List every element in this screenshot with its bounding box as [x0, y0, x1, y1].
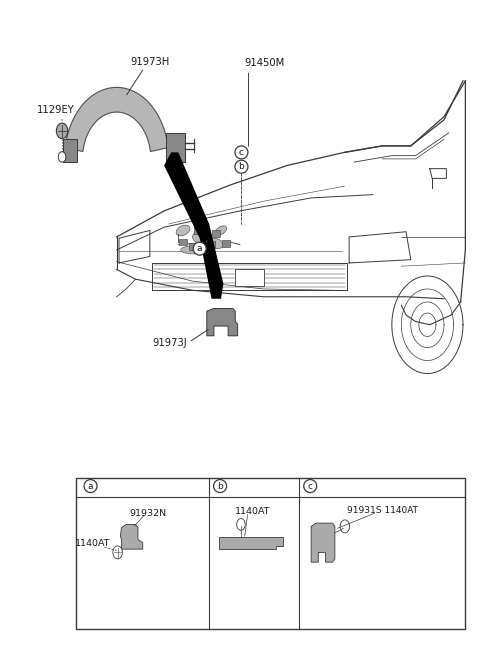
Polygon shape [63, 139, 77, 162]
Ellipse shape [176, 225, 190, 236]
Circle shape [58, 152, 66, 162]
Circle shape [56, 123, 68, 138]
Text: 91931S 1140AT: 91931S 1140AT [347, 506, 418, 514]
Ellipse shape [209, 238, 223, 249]
Bar [213, 230, 220, 237]
Ellipse shape [216, 226, 227, 235]
Text: b: b [217, 482, 223, 491]
Text: 1129EY: 1129EY [37, 105, 75, 115]
Polygon shape [120, 524, 143, 549]
Polygon shape [164, 152, 223, 298]
Circle shape [113, 546, 122, 559]
Bar [222, 240, 229, 247]
Polygon shape [166, 133, 185, 162]
Bar [189, 243, 196, 250]
Text: c: c [239, 148, 244, 157]
Polygon shape [207, 308, 238, 336]
Polygon shape [65, 87, 168, 152]
Text: a: a [197, 244, 203, 253]
Bar [193, 227, 201, 234]
Text: 1140AT: 1140AT [75, 539, 111, 548]
Text: c: c [308, 482, 312, 491]
Circle shape [340, 520, 349, 533]
Text: 1140AT: 1140AT [235, 507, 271, 516]
Bar [208, 241, 216, 248]
Ellipse shape [192, 230, 212, 243]
Text: 91973J: 91973J [152, 338, 187, 348]
Text: a: a [88, 482, 93, 491]
FancyBboxPatch shape [76, 478, 466, 628]
Polygon shape [219, 537, 283, 549]
Polygon shape [311, 523, 335, 562]
Text: 91932N: 91932N [129, 509, 166, 518]
Ellipse shape [180, 246, 204, 254]
Text: b: b [239, 162, 244, 171]
FancyBboxPatch shape [235, 270, 264, 286]
Text: 91973H: 91973H [130, 56, 169, 66]
Text: 91450M: 91450M [245, 58, 285, 68]
Circle shape [237, 519, 245, 530]
Bar [179, 239, 187, 245]
